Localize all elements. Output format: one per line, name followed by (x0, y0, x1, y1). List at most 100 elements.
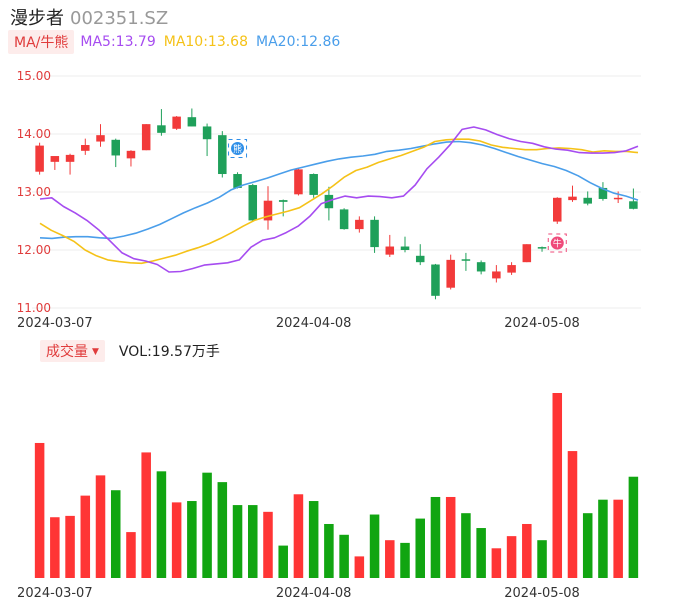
candle-body (157, 125, 166, 133)
volume-bar (354, 556, 365, 578)
volume-bar (369, 514, 380, 578)
signal-marker-label: 熊 (233, 143, 242, 155)
candle-body (415, 255, 425, 263)
candle-body (583, 197, 592, 204)
volume-bar (430, 496, 441, 578)
stock-name: 漫步者 (10, 8, 64, 29)
candle-body (400, 246, 410, 250)
candle-body (65, 154, 75, 162)
candle-body (507, 265, 516, 273)
volume-indicator-button[interactable]: 成交量 ▼ (40, 340, 105, 362)
volume-bar (95, 475, 106, 578)
candle-body (187, 117, 197, 127)
candle-body (218, 135, 227, 175)
volume-bar (156, 471, 167, 578)
candle-body (278, 200, 288, 202)
volume-bar (385, 540, 395, 578)
volume-x-tick-label: 2024-05-08 (504, 586, 580, 601)
volume-bar (263, 511, 273, 578)
stock-title: 漫步者 002351.SZ (10, 4, 168, 30)
volume-bar (187, 501, 197, 578)
signal-marker-frame (547, 233, 567, 253)
volume-value: VOL:19.57万手 (118, 344, 220, 360)
candle-body (552, 197, 562, 222)
candle-body (613, 197, 623, 200)
candle-body (568, 196, 577, 201)
volume-legend: 成交量 ▼ VOL:19.57万手 (40, 340, 220, 362)
volume-bar (308, 501, 319, 578)
volume-bar (598, 499, 608, 578)
candle-body (81, 145, 90, 151)
volume-bar (567, 451, 578, 578)
volume-bar (491, 548, 502, 578)
volume-bar (65, 515, 75, 578)
volume-bar (217, 482, 228, 578)
candle-body (294, 169, 303, 195)
ma20-legend: MA20:12.86 (256, 34, 341, 50)
candle-body (598, 187, 608, 199)
volume-bar (476, 528, 486, 578)
price-y-tick-label: 15.00 (17, 69, 51, 83)
ma-toggle-button[interactable]: MA/牛熊 (8, 30, 75, 54)
price-y-tick-label: 11.00 (17, 301, 51, 315)
candle-body (35, 145, 44, 172)
candle-body (370, 219, 379, 248)
ma10-legend: MA10:13.68 (163, 34, 249, 50)
candle-body (355, 219, 364, 230)
candle-body (492, 271, 501, 279)
ma-legend: MA/牛熊 MA5:13.79 MA10:13.68 MA20:12.86 (8, 30, 348, 54)
volume-bar (232, 505, 243, 578)
volume-bar (582, 513, 593, 578)
volume-bar (522, 523, 532, 578)
candle-body (50, 156, 60, 162)
volume-bar (80, 495, 91, 578)
signal-marker-badge (550, 236, 564, 250)
volume-bar (461, 513, 471, 578)
candle-body (172, 116, 181, 129)
candle-body (461, 259, 471, 261)
candle-body (476, 262, 486, 272)
volume-bar (50, 517, 60, 578)
signal-marker-frame (228, 139, 248, 158)
signal-marker-label: 牛 (553, 238, 562, 250)
volume-bar (171, 502, 182, 578)
volume-bar (339, 534, 349, 578)
candle-body (126, 150, 136, 159)
signal-marker-badge (231, 142, 245, 155)
candle-body (446, 259, 455, 288)
candle-body (111, 139, 121, 156)
candle-body (629, 201, 638, 209)
volume-x-tick-label: 2024-04-08 (276, 586, 352, 601)
candle-body (248, 185, 258, 221)
price-y-tick-label: 13.00 (17, 185, 51, 199)
volume-bar (110, 490, 121, 578)
candle-body (141, 124, 151, 151)
candle-body (263, 200, 273, 221)
volume-bar (202, 472, 212, 578)
caret-down-icon: ▼ (92, 347, 99, 357)
candle-body (309, 174, 318, 195)
volume-bar (278, 545, 288, 578)
volume-bar (126, 532, 136, 578)
candle-body (537, 247, 547, 249)
candle-body (96, 135, 105, 142)
volume-bar (552, 393, 563, 578)
volume-bar (293, 494, 304, 578)
volume-bar (628, 476, 639, 578)
volume-bar (445, 496, 456, 578)
volume-bar (400, 542, 410, 578)
ma5-line (39, 126, 639, 273)
candle-body (522, 244, 532, 263)
candle-body (431, 264, 440, 296)
price-y-tick-label: 14.00 (17, 127, 51, 141)
ma20-line (39, 140, 639, 240)
candle-body (385, 246, 395, 255)
candle-body (339, 209, 349, 230)
price-x-tick-label: 2024-04-08 (276, 316, 352, 331)
volume-bar (34, 442, 45, 578)
volume-bar (537, 540, 547, 578)
candle-body (233, 174, 242, 188)
volume-bar (613, 499, 623, 578)
price-y-tick-label: 12.00 (17, 243, 51, 257)
